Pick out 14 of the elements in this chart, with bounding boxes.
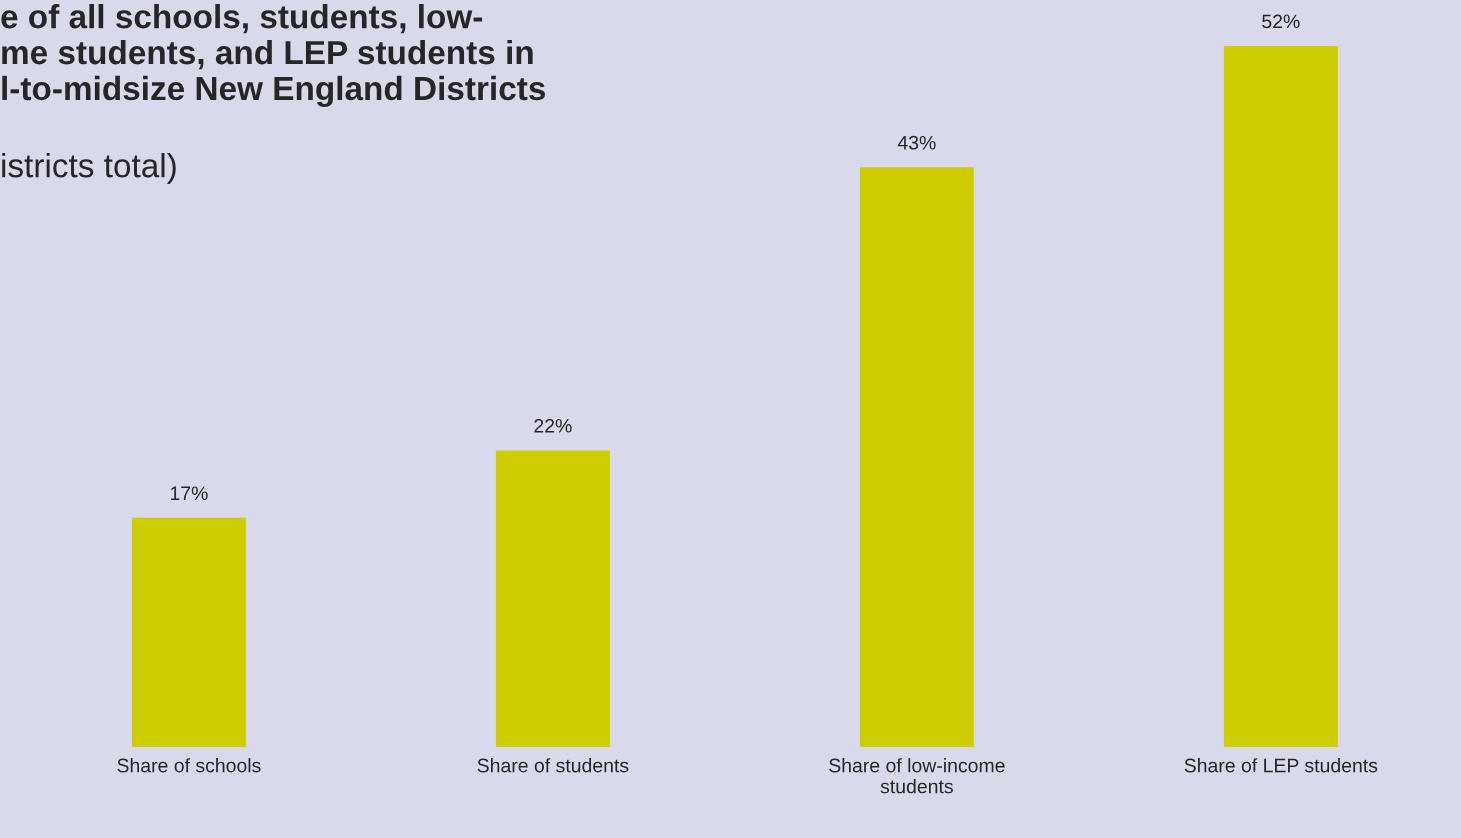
data-label: 43% bbox=[897, 135, 936, 150]
x-tick-label: Share of schools bbox=[117, 758, 261, 773]
text: istricts total) bbox=[2, 153, 176, 185]
data-label: 52% bbox=[1262, 14, 1300, 29]
bar bbox=[495, 450, 610, 747]
bar bbox=[859, 167, 974, 747]
data-label: 17% bbox=[170, 486, 208, 501]
x-tick-label: Share of students bbox=[477, 758, 629, 773]
chart-title: e of all schools, students, low- me students, and LEP students in l-to-midsize New England Districts bbox=[1, 4, 545, 108]
data-label: 22% bbox=[534, 418, 572, 433]
bar bbox=[131, 517, 246, 747]
x-tick-label: Share of LEP students bbox=[1184, 758, 1378, 773]
x-tick-label: Share of low-income students bbox=[829, 758, 1005, 794]
bar bbox=[1223, 46, 1338, 747]
